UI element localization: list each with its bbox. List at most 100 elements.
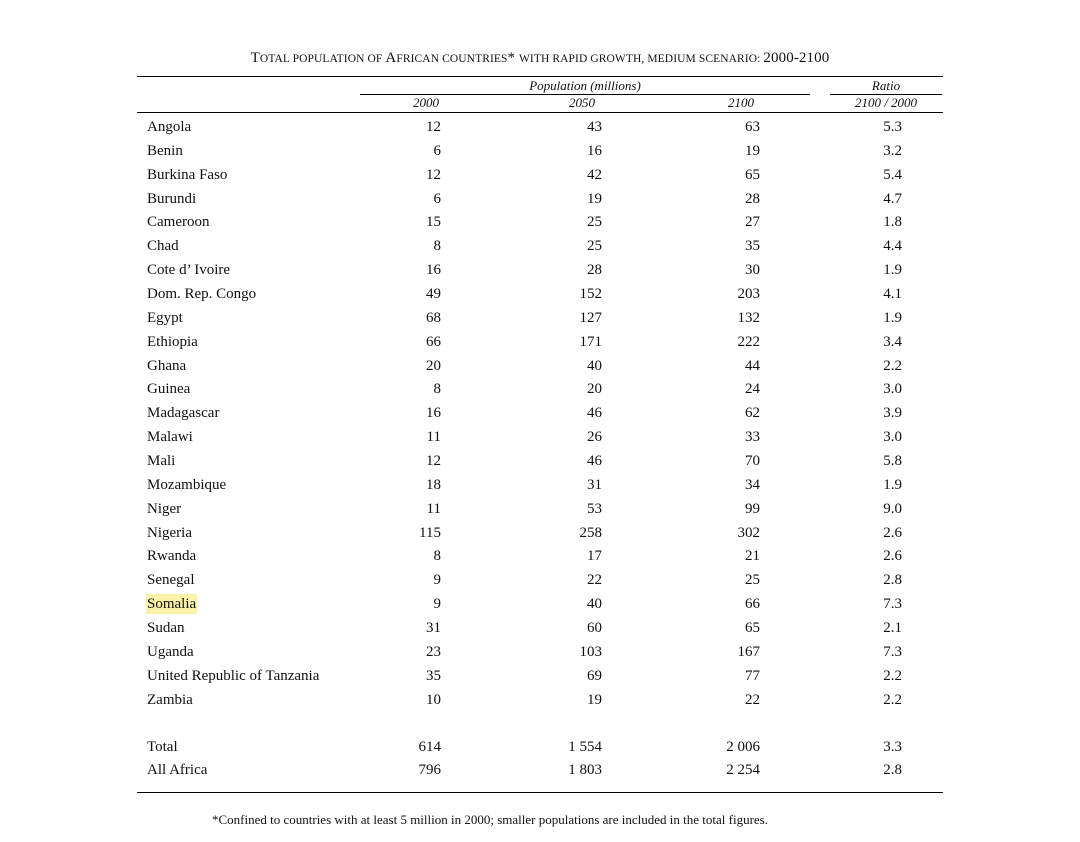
value-ratio: 2.6 <box>883 548 902 565</box>
title-text: T <box>250 50 260 66</box>
col-header-ratio: 2100 / 2000 <box>854 95 918 110</box>
value-2050: 25 <box>587 238 602 255</box>
country-name: All Africa <box>147 762 208 778</box>
col-header-2100: 2100 <box>728 95 754 110</box>
country-name: Benin <box>147 142 183 159</box>
value-2050: 25 <box>587 214 602 231</box>
value-2100: 27 <box>745 214 760 231</box>
value-ratio: 3.3 <box>883 739 902 755</box>
table-row: Niger 11 53 99 9.0 <box>0 499 1080 523</box>
value-ratio: 5.8 <box>883 453 902 470</box>
value-2000: 12 <box>426 453 441 470</box>
value-ratio: 1.9 <box>883 262 902 279</box>
value-2000: 16 <box>426 405 441 422</box>
value-2100: 2 006 <box>726 739 760 755</box>
value-2050: 103 <box>579 643 603 660</box>
value-ratio: 4.1 <box>883 286 902 303</box>
value-2100: 63 <box>745 119 760 135</box>
table-row: Mozambique 18 31 34 1.9 <box>0 475 1080 499</box>
value-2050: 43 <box>587 119 602 135</box>
population-underline <box>360 94 810 95</box>
value-2000: 66 <box>426 333 441 350</box>
table-row: Ghana 20 40 44 2.2 <box>0 356 1080 380</box>
value-2050: 19 <box>587 691 602 708</box>
table-row: Uganda 23 103 167 7.3 <box>0 642 1080 666</box>
table-row: Ethiopia 66 171 222 3.4 <box>0 332 1080 356</box>
value-2000: 8 <box>433 238 442 255</box>
ratio-underline <box>830 94 942 95</box>
country-name: Uganda <box>147 643 194 660</box>
value-2000: 15 <box>426 214 441 231</box>
country-name: Senegal <box>147 572 195 589</box>
value-2100: 25 <box>745 572 760 589</box>
title-years: 2000-2100 <box>763 50 830 66</box>
value-2100: 22 <box>745 691 760 708</box>
country-name: Mali <box>147 453 176 470</box>
value-2050: 69 <box>587 667 602 684</box>
value-2050: 28 <box>587 262 602 279</box>
value-ratio: 2.2 <box>883 691 902 708</box>
value-2000: 35 <box>426 667 441 684</box>
title-text: FRICAN COUNTRIES <box>396 53 508 65</box>
value-2100: 33 <box>745 429 760 446</box>
value-2050: 1 554 <box>568 739 602 755</box>
value-ratio: 2.8 <box>883 762 902 778</box>
value-ratio: 3.9 <box>883 405 902 422</box>
country-name: Nigeria <box>147 524 192 541</box>
country-name: Guinea <box>147 381 191 398</box>
table-row: Burundi 6 19 28 4.7 <box>0 189 1080 213</box>
table-row: Somalia 9 40 66 7.3 <box>0 594 1080 618</box>
value-2000: 68 <box>426 309 441 326</box>
country-name: Niger <box>147 500 182 517</box>
table-row: Senegal 9 22 25 2.8 <box>0 570 1080 594</box>
country-name: Cameroon <box>147 214 210 231</box>
value-ratio: 4.4 <box>883 238 902 255</box>
value-2100: 132 <box>737 309 761 326</box>
country-name: Egypt <box>147 309 183 326</box>
value-2000: 6 <box>433 190 442 207</box>
title-text: * <box>507 50 519 66</box>
country-name: Ghana <box>147 357 187 374</box>
value-2050: 152 <box>579 286 603 303</box>
value-ratio: 7.3 <box>883 596 902 613</box>
country-name: Burundi <box>147 190 197 207</box>
value-2100: 34 <box>745 476 760 493</box>
value-2050: 53 <box>587 500 602 517</box>
value-2000: 614 <box>418 739 442 755</box>
value-ratio: 5.4 <box>883 166 902 183</box>
value-2100: 70 <box>745 453 760 470</box>
value-2000: 31 <box>426 620 441 637</box>
value-2000: 6 <box>433 142 442 159</box>
value-2000: 8 <box>433 548 442 565</box>
table-row: Sudan 31 60 65 2.1 <box>0 618 1080 642</box>
value-2100: 19 <box>745 142 760 159</box>
title-text: A <box>385 50 397 66</box>
table-row: Benin 6 16 19 3.2 <box>0 141 1080 165</box>
value-2050: 42 <box>587 166 602 183</box>
country-name: Burkina Faso <box>147 166 228 183</box>
table-row: Burkina Faso 12 42 65 5.4 <box>0 165 1080 189</box>
country-name: Rwanda <box>147 548 197 565</box>
table-row: Cameroon 15 25 27 1.8 <box>0 212 1080 236</box>
value-2000: 11 <box>426 500 441 517</box>
value-ratio: 3.4 <box>883 333 902 350</box>
country-name: Zambia <box>147 691 193 708</box>
top-rule <box>137 76 943 77</box>
value-2100: 77 <box>745 667 760 684</box>
table-row: Angola 12 43 63 5.3 <box>0 117 1080 141</box>
table-row: Cote d’ Ivoire 16 28 30 1.9 <box>0 260 1080 284</box>
country-name: Ethiopia <box>147 333 198 350</box>
value-2000: 10 <box>426 691 441 708</box>
value-2000: 796 <box>418 762 442 778</box>
country-name: United Republic of Tanzania <box>147 667 320 684</box>
country-name: Somalia <box>146 594 198 615</box>
table-row: Chad 8 25 35 4.4 <box>0 236 1080 260</box>
value-ratio: 2.6 <box>883 524 902 541</box>
value-2050: 20 <box>587 381 602 398</box>
value-2050: 31 <box>587 476 602 493</box>
value-2000: 16 <box>426 262 441 279</box>
value-2050: 26 <box>587 429 602 446</box>
col-header-2050: 2050 <box>569 95 595 110</box>
value-2100: 44 <box>745 357 760 374</box>
table-row: Egypt 68 127 132 1.9 <box>0 308 1080 332</box>
